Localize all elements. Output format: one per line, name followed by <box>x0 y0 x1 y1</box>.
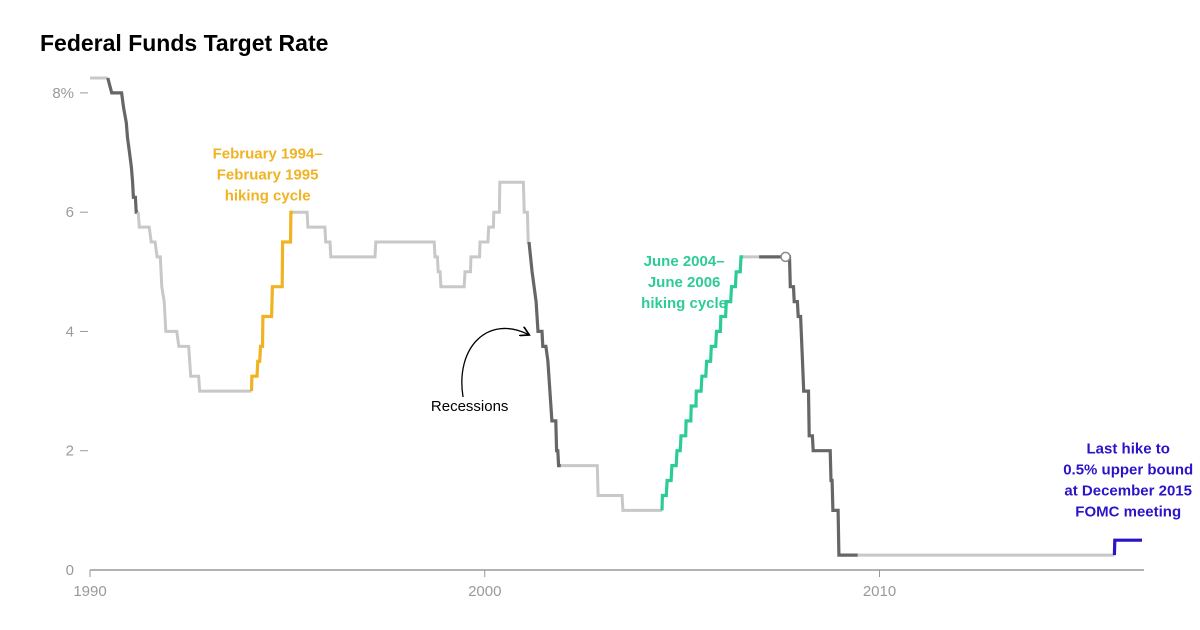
series-lines <box>90 76 1142 557</box>
series-line-recession <box>759 255 858 557</box>
series-line-last_hike <box>1112 538 1142 556</box>
y-tick-label: 0 <box>66 562 74 579</box>
annotation-text: Recessions <box>431 398 509 415</box>
series-line-recession <box>527 241 561 468</box>
annotation-line: Last hike to <box>1087 441 1170 458</box>
axes: 0 2 4 6 8% 1990 2000 2010 <box>52 85 1144 600</box>
x-tick-label: 2010 <box>863 583 896 600</box>
series-line-base <box>136 212 252 393</box>
rate-marker <box>780 251 791 263</box>
y-tick-label: 6 <box>66 204 74 221</box>
series-line-hike_1994 <box>249 210 294 392</box>
series-line-recession <box>106 77 139 214</box>
y-tick-label: 8% <box>52 85 74 102</box>
annotation-line: February 1995 <box>217 166 319 183</box>
annotation-line: June 2004– <box>644 253 725 270</box>
annotation-line: February 1994– <box>213 145 323 162</box>
annotation-line: June 2006 <box>648 274 721 291</box>
y-tick-label: 2 <box>66 443 74 460</box>
y-tick-label: 4 <box>66 323 74 340</box>
series-line-base <box>560 464 662 512</box>
annotations: February 1994– February 1995 hiking cycleJ… <box>213 145 1194 520</box>
annotation-line: hiking cycle <box>641 295 727 312</box>
x-tick-label: 1990 <box>73 583 106 600</box>
annotation-line: hiking cycle <box>225 187 311 204</box>
x-tick-label: 2000 <box>468 583 501 600</box>
annotation-line: Recessions <box>431 398 509 415</box>
annotation-text: Last hike to 0.5% upper bound at December … <box>1063 441 1193 521</box>
annotation-line: 0.5% upper bound <box>1063 462 1193 479</box>
recession-arrow-icon <box>461 328 528 398</box>
annotation-line: at December 2015 <box>1064 483 1192 500</box>
series-line-hike_2004 <box>660 255 744 511</box>
annotation-line: FOMC meeting <box>1075 504 1181 521</box>
annotation-text: June 2004– June 2006 hiking cycle <box>641 253 727 312</box>
series-line-base <box>293 180 530 289</box>
annotation-text: February 1994– February 1995 hiking cycle <box>213 145 323 204</box>
chart-title: Federal Funds Target Rate <box>40 30 329 56</box>
